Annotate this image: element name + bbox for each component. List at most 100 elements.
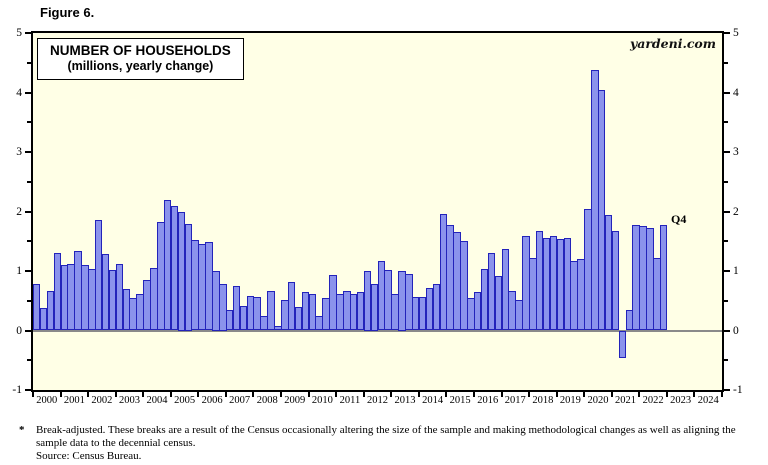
- y-axis-label: 4: [16, 86, 22, 99]
- footnote: * Break-adjusted. These breaks are a res…: [19, 424, 750, 463]
- x-major-tick: [417, 390, 420, 397]
- x-major-tick: [610, 390, 613, 397]
- chart-title-box: NUMBER OF HOUSEHOLDS (millions, yearly c…: [37, 38, 244, 80]
- y-axis-label: 0: [16, 324, 22, 337]
- y-major-tick: [25, 270, 31, 272]
- y-major-tick: [724, 270, 730, 272]
- x-axis-year-label: 2016: [477, 395, 499, 406]
- x-major-tick: [500, 390, 503, 397]
- x-major-tick: [362, 390, 365, 397]
- x-axis-year-label: 2013: [394, 395, 416, 406]
- y-major-tick: [25, 389, 31, 391]
- y-major-tick: [724, 32, 730, 34]
- bar: [618, 330, 627, 359]
- bar: [597, 90, 606, 331]
- y-minor-tick: [724, 359, 728, 362]
- x-major-tick: [721, 390, 723, 397]
- chart-subtitle: (millions, yearly change): [67, 59, 214, 73]
- x-major-tick: [32, 390, 34, 397]
- y-major-tick: [25, 210, 31, 213]
- x-axis-year-label: 2018: [532, 395, 554, 406]
- x-axis-year-label: 2017: [504, 395, 526, 406]
- x-axis-year-label: 2020: [587, 395, 609, 406]
- y-major-tick: [724, 151, 730, 153]
- y-axis-label: 2: [16, 205, 22, 218]
- bar: [659, 224, 668, 331]
- figure-label: Figure 6.: [40, 5, 95, 20]
- x-major-tick: [280, 390, 283, 397]
- footnote-marker: *: [19, 424, 25, 436]
- y-minor-tick: [724, 180, 728, 183]
- x-major-tick: [87, 390, 90, 397]
- y-axis-label: 4: [733, 86, 739, 99]
- bar: [308, 293, 317, 331]
- y-major-tick: [25, 151, 31, 153]
- footnote-text: Break-adjusted. These breaks are a resul…: [36, 424, 736, 449]
- x-major-tick: [390, 390, 393, 397]
- x-major-tick: [638, 390, 641, 397]
- y-major-tick: [724, 210, 730, 213]
- y-axis-label: 5: [16, 27, 22, 39]
- x-axis-year-label: 2007: [229, 395, 251, 406]
- y-major-tick: [25, 32, 31, 34]
- last-point-annotation: Q4: [671, 212, 687, 226]
- y-axis-label: 1: [733, 265, 739, 277]
- bar: [33, 284, 41, 331]
- y-axis-label: 5: [733, 27, 739, 39]
- x-axis-year-label: 2005: [174, 395, 196, 406]
- x-axis-year-label: 2024: [697, 395, 719, 406]
- x-major-tick: [693, 390, 696, 397]
- y-major-tick: [25, 329, 31, 332]
- x-axis-year-label: 2002: [91, 395, 113, 406]
- y-minor-tick: [27, 121, 31, 124]
- bar: [219, 283, 227, 331]
- x-axis-year-label: 2015: [449, 395, 471, 406]
- branding-text: yardeni.com: [629, 36, 716, 51]
- y-axis-label: 3: [16, 146, 22, 158]
- x-axis-year-label: 2001: [63, 395, 85, 406]
- plot-area: 5 5 4 4 3 3 2 2 1 1 0 0 -1 -1 2000 2001 2002 2003 2004 2005…: [12, 27, 742, 406]
- y-major-tick: [724, 329, 730, 332]
- chart-title: NUMBER OF HOUSEHOLDS: [50, 43, 231, 58]
- y-axis-label: 0: [733, 324, 739, 337]
- x-major-tick: [114, 390, 117, 397]
- zero-line: [33, 330, 722, 332]
- y-minor-tick: [724, 121, 728, 124]
- x-major-tick: [59, 390, 62, 397]
- x-major-tick: [252, 390, 255, 397]
- y-minor-tick: [27, 61, 31, 64]
- x-major-tick: [307, 390, 310, 397]
- x-major-tick: [445, 390, 448, 397]
- y-minor-tick: [724, 299, 728, 302]
- x-axis-year-label: 2022: [642, 395, 664, 406]
- x-axis-year-label: 2003: [118, 395, 140, 406]
- x-axis-year-label: 2006: [201, 395, 223, 406]
- y-major-tick: [724, 389, 730, 391]
- y-minor-tick: [27, 180, 31, 183]
- x-axis-year-label: 2019: [559, 395, 581, 406]
- y-minor-tick: [724, 240, 728, 243]
- y-major-tick: [724, 91, 730, 94]
- x-axis-year-label: 2012: [366, 395, 388, 406]
- bar: [253, 297, 261, 331]
- x-axis-year-label: 2014: [422, 395, 444, 406]
- bar: [267, 291, 275, 331]
- x-axis-year-label: 2023: [670, 395, 692, 406]
- x-major-tick: [528, 390, 531, 397]
- x-axis-year-label: 2008: [256, 395, 278, 406]
- bar: [287, 281, 296, 331]
- x-axis-year-label: 2000: [36, 395, 58, 406]
- bar: [501, 248, 509, 331]
- x-major-tick: [224, 390, 227, 397]
- x-major-tick: [583, 390, 586, 397]
- y-minor-tick: [724, 61, 728, 64]
- y-minor-tick: [27, 359, 31, 362]
- x-axis-year-label: 2009: [284, 395, 306, 406]
- x-major-tick: [142, 390, 145, 397]
- y-major-tick: [25, 91, 31, 94]
- x-major-tick: [335, 390, 338, 397]
- x-major-tick: [555, 390, 558, 397]
- y-axis-label: 1: [16, 265, 22, 277]
- bar: [460, 240, 468, 331]
